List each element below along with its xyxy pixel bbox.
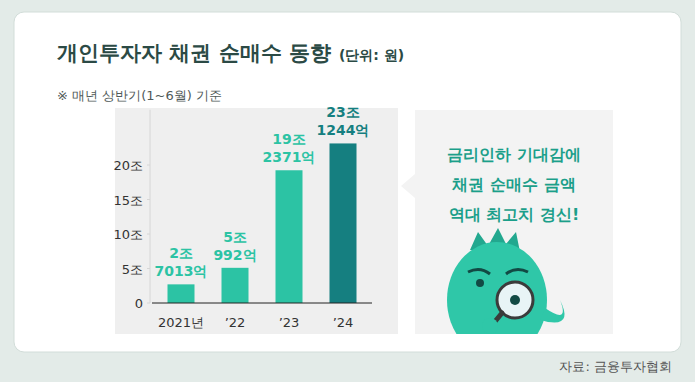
annotation: 금리인하 기대감에 [447, 145, 581, 164]
mascot-hand [482, 318, 498, 334]
bar [222, 268, 249, 303]
x-tick-label: ’22 [225, 315, 246, 330]
y-tick [147, 303, 150, 304]
title-line: 개인투자자 채권 순매수 동향 (단위: 원) [57, 41, 404, 65]
source: 자료: 금융투자협회 [559, 359, 672, 374]
y-tick-label: 5조 [122, 262, 143, 277]
bar [330, 143, 357, 303]
bar [168, 284, 195, 303]
data-label-line: 992억 [213, 247, 256, 263]
mascot-brow-left [468, 269, 490, 274]
plot-background [115, 108, 398, 334]
title: 개인투자자 채권 순매수 동향 [57, 41, 331, 65]
chart-root: 개인투자자 채권 순매수 동향 (단위: 원) ※ 매년 상반기(1~6월) 기준 0… [0, 0, 695, 382]
data-label: 2조 7013억 [155, 245, 208, 279]
y-tick [147, 199, 150, 200]
baseline [152, 303, 372, 304]
data-label-line: 19조 [272, 131, 305, 147]
data-label-line: 2371억 [263, 149, 316, 165]
data-label: 5조 992억 [213, 229, 256, 263]
data-label-line: 5조 [223, 229, 247, 245]
x-tick-label: 2021년 [158, 315, 204, 330]
mascot-body [447, 242, 547, 334]
bar [276, 170, 303, 303]
callout-box [415, 110, 613, 334]
annotation: 채권 순매수 금액 [451, 175, 575, 194]
x-tick-label: ’23 [279, 315, 300, 330]
mascot-brow-right [506, 269, 528, 274]
callout-pointer [401, 174, 415, 198]
y-tick [147, 165, 150, 166]
data-label-line: 2조 [169, 245, 193, 261]
mascot-eye [476, 279, 484, 287]
data-label-line: 23조 [326, 104, 359, 120]
data-label: 19조 2371억 [263, 131, 316, 165]
unit-note: (단위: 원) [339, 47, 404, 63]
subtitle: ※ 매년 상반기(1~6월) 기준 [57, 88, 222, 103]
data-label: 23조 1244억 [317, 104, 370, 138]
magnifier-eye [510, 295, 520, 305]
mascot-tail [540, 300, 565, 323]
card [14, 12, 681, 352]
mascot [447, 228, 565, 334]
y-tick [147, 268, 150, 269]
y-tick [147, 234, 150, 235]
data-label-line: 1244억 [317, 122, 370, 138]
y-tick-label: 0 [135, 296, 143, 311]
data-label-line: 7013억 [155, 263, 208, 279]
page-background [0, 0, 695, 382]
y-tick-label: 15조 [113, 193, 143, 208]
annotation: 역대 최고치 경신! [449, 205, 579, 224]
y-tick-label: 10조 [113, 227, 143, 242]
x-tick-label: ’24 [333, 315, 354, 330]
y-tick-label: 20조 [113, 158, 143, 173]
y-axis-line [150, 110, 151, 303]
